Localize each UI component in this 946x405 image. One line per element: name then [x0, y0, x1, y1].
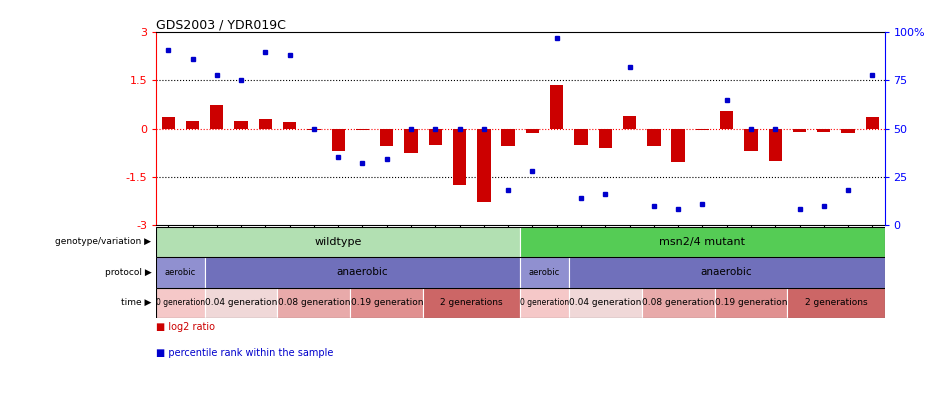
Bar — [574, 129, 587, 145]
Bar — [185, 121, 200, 129]
Bar — [283, 122, 296, 129]
Bar — [356, 129, 369, 130]
Bar — [768, 129, 782, 161]
Bar — [453, 129, 466, 185]
Text: wildtype: wildtype — [314, 237, 362, 247]
Bar — [569, 288, 641, 318]
Bar — [569, 257, 885, 288]
Text: 0 generation: 0 generation — [156, 298, 205, 307]
Text: genotype/variation ▶: genotype/variation ▶ — [56, 237, 151, 247]
Bar — [204, 257, 520, 288]
Text: 0.19 generation: 0.19 generation — [715, 298, 787, 307]
Text: 0.04 generation: 0.04 generation — [569, 298, 641, 307]
Bar — [599, 129, 612, 148]
Text: anaerobic: anaerobic — [701, 267, 752, 277]
Bar — [404, 129, 418, 153]
Bar — [622, 116, 637, 129]
Text: 0.08 generation: 0.08 generation — [642, 298, 714, 307]
Bar — [817, 129, 831, 132]
Text: protocol ▶: protocol ▶ — [105, 268, 151, 277]
Bar — [331, 129, 345, 151]
Bar — [641, 288, 714, 318]
Bar — [429, 129, 442, 145]
Bar — [162, 117, 175, 129]
Text: aerobic: aerobic — [529, 268, 560, 277]
Text: msn2/4 mutant: msn2/4 mutant — [659, 237, 745, 247]
Text: anaerobic: anaerobic — [337, 267, 388, 277]
Bar — [277, 288, 350, 318]
Bar — [156, 257, 204, 288]
Text: ■ percentile rank within the sample: ■ percentile rank within the sample — [156, 348, 333, 358]
Bar — [501, 129, 515, 146]
Text: 0.19 generation: 0.19 generation — [351, 298, 423, 307]
Bar — [787, 288, 885, 318]
Bar — [695, 129, 710, 130]
Bar — [520, 257, 569, 288]
Text: GDS2003 / YDR019C: GDS2003 / YDR019C — [156, 18, 286, 31]
Text: 0.08 generation: 0.08 generation — [278, 298, 350, 307]
Bar — [745, 129, 758, 151]
Bar — [841, 129, 855, 133]
Bar — [520, 288, 569, 318]
Bar — [526, 129, 539, 133]
Bar — [156, 288, 204, 318]
Text: time ▶: time ▶ — [121, 298, 151, 307]
Bar — [793, 129, 806, 132]
Bar — [235, 121, 248, 129]
Bar — [477, 129, 491, 202]
Bar — [210, 104, 223, 129]
Bar — [350, 288, 423, 318]
Bar — [156, 227, 520, 257]
Bar — [866, 117, 879, 129]
Text: aerobic: aerobic — [165, 268, 196, 277]
Text: ■ log2 ratio: ■ log2 ratio — [156, 322, 215, 332]
Bar — [720, 111, 733, 129]
Bar — [423, 288, 520, 318]
Bar — [714, 288, 787, 318]
Bar — [380, 129, 394, 146]
Bar — [258, 119, 272, 129]
Bar — [672, 129, 685, 162]
Bar — [520, 227, 885, 257]
Bar — [307, 129, 321, 130]
Text: 2 generations: 2 generations — [805, 298, 867, 307]
Text: 2 generations: 2 generations — [441, 298, 503, 307]
Bar — [204, 288, 277, 318]
Text: 0.04 generation: 0.04 generation — [205, 298, 277, 307]
Text: 0 generation: 0 generation — [520, 298, 569, 307]
Bar — [550, 85, 564, 129]
Bar — [647, 129, 660, 146]
